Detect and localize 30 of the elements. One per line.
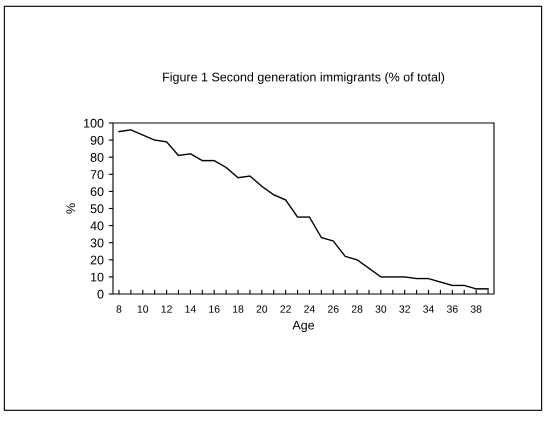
x-tick-label: 36 — [446, 305, 458, 313]
x-tick-label: 30 — [375, 305, 386, 313]
x-tick-label: 14 — [185, 305, 196, 313]
x-tick-label: 34 — [423, 305, 434, 313]
y-tick-label: 0 — [98, 290, 104, 299]
chart-title: Figure 1 Second generation immigrants (% of total) — [163, 72, 444, 84]
y-tick-label: 40 — [90, 221, 104, 230]
x-tick-label: 20 — [256, 305, 268, 313]
x-tick-label: 38 — [470, 305, 482, 313]
y-tick-label: 100 — [84, 118, 104, 128]
x-tick-label: 12 — [162, 305, 172, 313]
x-axis-title: Age — [292, 320, 314, 332]
y-tick-label: 30 — [90, 238, 104, 248]
y-tick-label: 60 — [90, 187, 104, 196]
x-tick-label: 24 — [304, 305, 315, 313]
x-tick-label: 28 — [352, 305, 362, 313]
y-tick-label: 50 — [90, 204, 104, 214]
y-tick-label: 20 — [90, 256, 104, 264]
x-tick-label: 18 — [233, 305, 244, 313]
y-tick-label: 10 — [91, 272, 104, 282]
x-tick-label: 8 — [116, 305, 122, 313]
x-tick-label: 16 — [209, 305, 220, 313]
y-axis-title: % — [66, 203, 76, 214]
x-tick-label: 10 — [138, 305, 148, 313]
x-tick-label: 32 — [399, 305, 410, 313]
y-tick-label: 90 — [90, 136, 104, 145]
y-tick-label: 70 — [90, 170, 104, 179]
x-tick-label: 26 — [328, 305, 339, 313]
y-tick-label: 80 — [90, 153, 104, 162]
x-tick-label: 22 — [280, 305, 291, 313]
